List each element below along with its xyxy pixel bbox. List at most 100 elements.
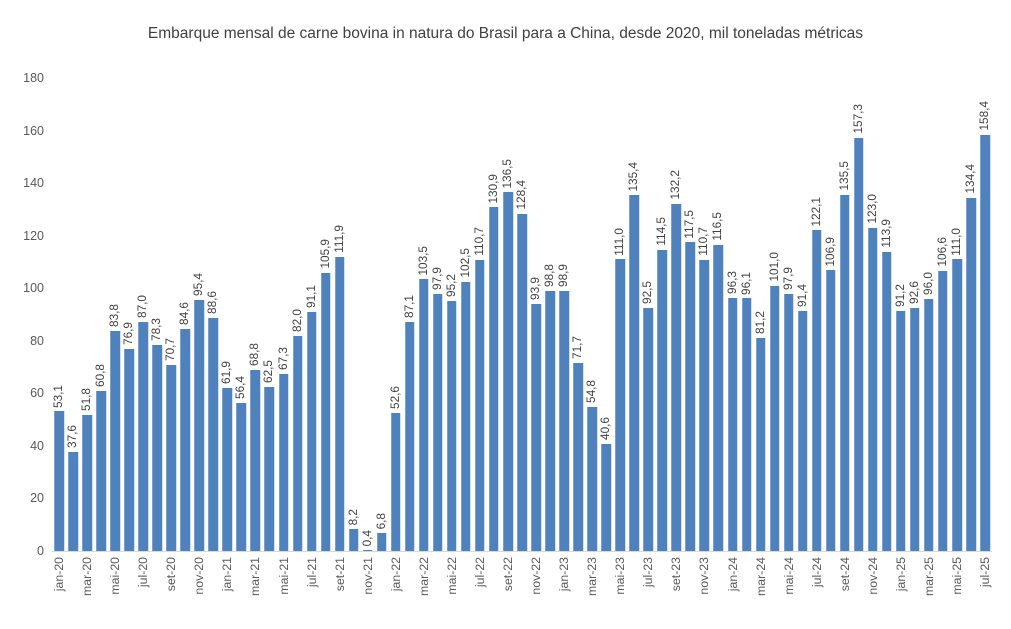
- bar: [643, 307, 654, 551]
- bar-slot: 98,9 jan-23: [556, 78, 571, 591]
- bar-value-label: 95,4: [191, 273, 206, 297]
- bar-value-label: 97,9: [430, 266, 445, 290]
- bar-value-label: 132,2: [668, 170, 683, 200]
- bar: [264, 386, 275, 551]
- bar-value-label: 61,9: [219, 361, 234, 385]
- bar-value-label: 111,0: [949, 227, 964, 256]
- bar-slot: 105,9: [318, 78, 333, 551]
- bar-value-label: 113,9: [879, 219, 894, 248]
- bar: [306, 311, 317, 551]
- bar-slot: 93,9 nov-22: [528, 78, 543, 594]
- bar: [615, 259, 626, 551]
- bar-value-label: 62,5: [261, 359, 276, 383]
- bar: [882, 251, 892, 551]
- bar: [797, 310, 808, 551]
- bar-slot: 111,0 mai-25: [949, 78, 964, 595]
- bar: [952, 259, 962, 551]
- bar-value-label: 88,6: [205, 291, 220, 315]
- bar-value-label: 123,0: [865, 194, 880, 224]
- x-tick-label: jan-23: [557, 557, 572, 592]
- bar: [250, 370, 261, 551]
- bar: [180, 328, 191, 551]
- bar-slot: 128,4: [514, 78, 529, 551]
- bar: [629, 195, 640, 551]
- bar-value-label: 96,1: [738, 271, 753, 295]
- bar-slot: 103,5 mar-22: [416, 78, 431, 596]
- bar: [461, 281, 471, 551]
- bar-value-label: 130,9: [486, 173, 501, 204]
- bar: [966, 197, 976, 551]
- bar-value-label: 91,2: [893, 284, 908, 308]
- y-tick-label: 160: [23, 123, 44, 138]
- bar-slot: 71,7: [570, 78, 585, 551]
- bar-value-label: 110,7: [472, 227, 487, 257]
- bar-value-label: 92,5: [640, 280, 655, 304]
- bar-slot: 110,7 jul-22: [472, 78, 487, 587]
- bar-value-label: 83,8: [107, 303, 122, 327]
- bar-slot: 158,4 jul-25: [977, 78, 992, 587]
- bar-value-label: 82,0: [289, 308, 304, 332]
- plot-area: 53,1 jan-20 37,6 51,8 mar-20 60,8 83,8 mai-20 76…: [51, 78, 992, 596]
- bar: [587, 407, 597, 551]
- bar-slot: 91,2 jan-25: [893, 78, 908, 591]
- bar: [517, 213, 527, 551]
- x-tick-label: nov-20: [192, 557, 207, 595]
- bar-slot: 101,0: [767, 78, 782, 551]
- bar: [391, 412, 401, 551]
- bar-slot: 123,0 nov-24: [865, 78, 880, 594]
- bar-value-label: 136,5: [500, 158, 515, 189]
- bar: [166, 365, 177, 551]
- bar: [840, 194, 850, 551]
- bar: [868, 227, 878, 551]
- bar-slot: 157,3: [851, 78, 866, 551]
- x-tick-label: set-20: [164, 557, 179, 592]
- x-tick-label: jul-23: [641, 557, 656, 588]
- bar: [54, 411, 64, 551]
- bar-slot: 97,9: [430, 78, 445, 551]
- bar-slot: 106,6: [935, 78, 950, 551]
- bar-series: 53,1 jan-20 37,6 51,8 mar-20 60,8 83,8 mai-20 76…: [51, 78, 992, 596]
- x-tick-label: set-22: [500, 557, 515, 592]
- bar-slot: 56,4: [234, 78, 248, 551]
- x-tick-label: jul-21: [304, 557, 319, 588]
- bar: [447, 300, 457, 551]
- y-tick-label: 0: [37, 544, 44, 558]
- bar-slot: 135,5 set-24: [837, 78, 852, 591]
- bar-slot: 117,5: [683, 78, 697, 551]
- y-tick-label: 20: [30, 491, 44, 506]
- x-tick-label: set-24: [837, 557, 852, 592]
- x-tick-label: mar-24: [753, 557, 768, 596]
- bar-slot: 87,0 jul-20: [135, 78, 150, 587]
- bar-value-label: 134,4: [963, 164, 978, 194]
- bar: [601, 444, 611, 551]
- y-tick-label: 140: [23, 176, 44, 191]
- bar: [320, 272, 331, 551]
- bar-value-label: 91,4: [794, 283, 809, 307]
- bar-value-label: 87,0: [135, 295, 150, 319]
- x-tick-label: nov-24: [865, 557, 880, 595]
- x-tick-label: nov-22: [529, 557, 544, 595]
- bar-value-label: 37,6: [65, 425, 80, 449]
- bar-slot: 61,9 jan-21: [219, 78, 235, 591]
- x-tick-label: set-21: [332, 557, 347, 592]
- bar: [699, 260, 710, 551]
- bar-slot: 88,6: [206, 78, 220, 551]
- bar-value-label: 102,5: [458, 248, 473, 278]
- bar: [433, 293, 443, 551]
- bar: [138, 322, 148, 551]
- y-tick-label: 80: [30, 333, 44, 348]
- x-tick-label: mar-25: [921, 557, 936, 596]
- bar-slot: 134,4: [963, 78, 978, 551]
- bar-value-label: 110,7: [696, 227, 711, 257]
- x-tick-label: nov-21: [360, 557, 375, 595]
- bar-value-label: 70,7: [163, 338, 178, 362]
- bar: [559, 291, 569, 551]
- bar-value-label: 117,5: [682, 209, 697, 239]
- bar-slot: 132,2 set-23: [668, 78, 684, 591]
- bar: [82, 414, 92, 551]
- bar: [222, 388, 233, 551]
- bar-slot: 87,1: [402, 78, 417, 551]
- bar-value-label: 6,8: [373, 512, 388, 530]
- bar: [503, 192, 513, 551]
